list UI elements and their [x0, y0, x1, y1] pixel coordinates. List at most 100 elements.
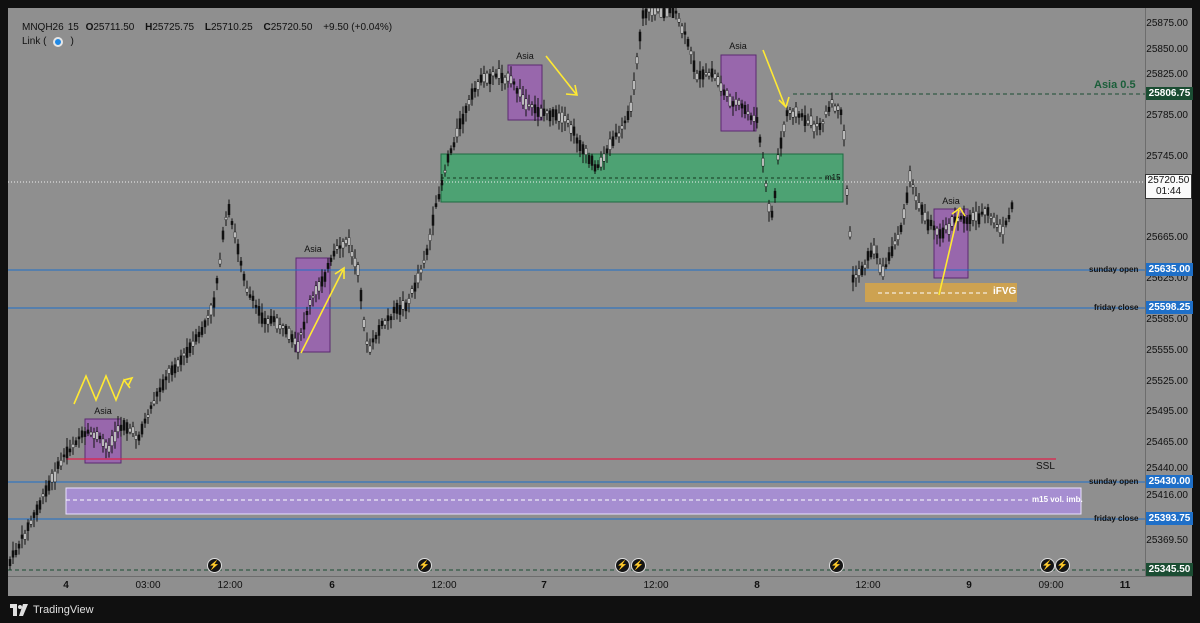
candle-body [155, 391, 159, 397]
time-tick: 03:00 [135, 580, 161, 591]
price-tick: 25825.00 [1146, 69, 1188, 80]
lightning-bolt-icon[interactable]: ⚡ [207, 558, 222, 573]
candle-body [497, 68, 501, 79]
candle-body [944, 224, 948, 231]
candle-body [152, 400, 156, 405]
candle-body [539, 108, 543, 118]
candle-body [350, 251, 354, 257]
tradingview-logo[interactable]: TradingView [10, 604, 94, 616]
candle-body [317, 281, 321, 292]
zigzag-arrow [73, 373, 131, 405]
candle-body [248, 294, 252, 298]
candle-body [473, 87, 477, 92]
candle-body [485, 72, 489, 84]
candle-body [923, 212, 927, 222]
candle-body [845, 188, 849, 196]
candle-body [392, 306, 396, 314]
candle-body [185, 346, 189, 358]
candle-body [971, 212, 975, 221]
candle-body [323, 272, 327, 282]
candle-body [998, 223, 1002, 233]
symbol-name[interactable]: MNQH26 [22, 22, 64, 33]
candle-body [620, 125, 624, 130]
candle-body [161, 379, 165, 391]
candle-body [86, 429, 90, 434]
price-axis[interactable]: 25875.00 25850.00 25825.00 25785.00 2574… [1145, 8, 1193, 576]
arrow-up-1 [300, 269, 344, 354]
candle-body [236, 243, 240, 255]
lightning-bolt-icon[interactable]: ⚡ [829, 558, 844, 573]
chart-plot-area[interactable]: Asia Asia Asia Asia Asia m15 iFVG SSL m1… [8, 8, 1145, 576]
candle-body [371, 338, 375, 343]
candle-body [824, 111, 828, 115]
candle-body [764, 183, 768, 187]
link-row[interactable]: Link () [22, 35, 396, 49]
price-chart-canvas[interactable] [8, 8, 1145, 576]
time-axis[interactable]: 4 03:00 12:00 6 12:00 7 12:00 8 12:00 9 … [8, 576, 1192, 596]
candle-body [809, 115, 813, 126]
candle-body [395, 302, 399, 314]
candle-body [326, 262, 330, 269]
candle-body [110, 435, 114, 447]
candle-body [656, 8, 660, 12]
candle-body [29, 519, 33, 525]
candle-body [434, 203, 438, 207]
candle-body [314, 285, 318, 295]
asia-half-label: Asia 0.5 [1094, 79, 1136, 91]
time-tick: 12:00 [431, 580, 457, 591]
candle-body [1010, 202, 1014, 210]
low-value: L25710.25 [204, 22, 253, 33]
open-value: O25711.50 [85, 22, 135, 33]
candle-body [950, 216, 954, 227]
candle-body [851, 274, 855, 283]
candle-body [221, 230, 225, 240]
candle-body [614, 132, 618, 137]
candle-body [428, 234, 432, 241]
candle-body [176, 359, 180, 368]
candle-body [932, 225, 936, 231]
candle-body [635, 56, 639, 65]
candle-body [98, 435, 102, 440]
candle-body [884, 264, 888, 268]
lightning-bolt-icon[interactable]: ⚡ [1040, 558, 1055, 573]
candle-body [398, 305, 402, 315]
time-tick: 11 [1119, 580, 1131, 591]
candle-body [842, 130, 846, 141]
candle-body [329, 257, 333, 262]
candle-body [617, 132, 621, 138]
candle-body [131, 426, 135, 434]
candle-body [854, 274, 858, 279]
candle-body [599, 157, 603, 168]
candle-body [470, 88, 474, 100]
m15-vol-imbalance-zone [65, 487, 1082, 515]
candle-body [191, 340, 195, 347]
arrow-down-2-head [778, 96, 790, 109]
candle-body [257, 306, 261, 316]
candle-body [431, 214, 435, 226]
candle-body [674, 10, 678, 14]
candle-body [251, 295, 255, 301]
candle-body [821, 121, 825, 124]
candle-body [68, 448, 72, 453]
candle-body [488, 73, 492, 85]
lightning-bolt-icon[interactable]: ⚡ [615, 558, 630, 573]
candle-body [389, 316, 393, 321]
link-color-dot-icon[interactable] [53, 37, 64, 47]
candle-body [491, 71, 495, 77]
candle-body [770, 210, 774, 218]
candle-body [518, 88, 522, 98]
lightning-bolt-icon[interactable]: ⚡ [631, 558, 646, 573]
candle-body [341, 241, 345, 249]
candle-body [974, 210, 978, 222]
candle-body [530, 104, 534, 108]
interval: 15 [67, 22, 79, 33]
arrow-up-2-head [951, 206, 966, 217]
candle-body [242, 273, 246, 281]
lightning-bolt-icon[interactable]: ⚡ [417, 558, 432, 573]
candle-body [695, 73, 699, 80]
candle-body [722, 89, 726, 96]
candle-body [536, 107, 540, 117]
candle-body [383, 320, 387, 326]
lightning-bolt-icon[interactable]: ⚡ [1055, 558, 1070, 573]
candle-body [611, 136, 615, 146]
